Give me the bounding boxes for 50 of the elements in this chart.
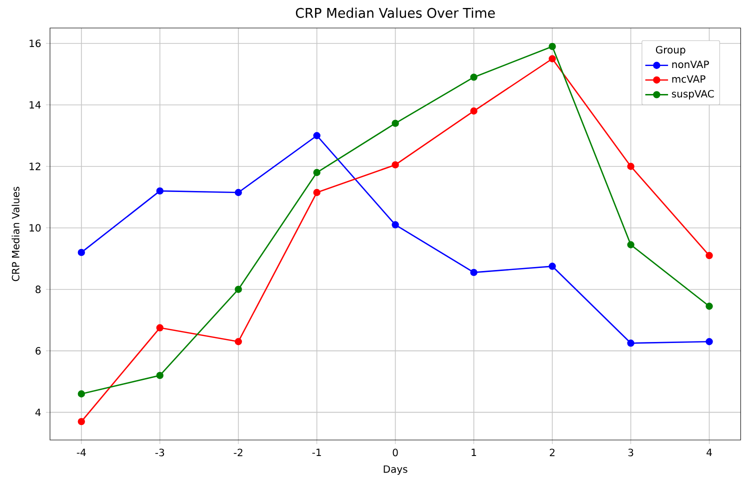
x-tick-label: -1 bbox=[312, 448, 321, 456]
x-tick-label: 3 bbox=[628, 448, 634, 456]
point bbox=[548, 42, 556, 50]
point bbox=[548, 262, 556, 270]
point bbox=[78, 418, 85, 426]
point bbox=[470, 268, 478, 276]
point bbox=[392, 120, 399, 127]
point bbox=[470, 74, 478, 81]
x-tick-label: -2 bbox=[234, 448, 242, 456]
y-tick-label: 4 bbox=[35, 408, 41, 416]
point bbox=[156, 372, 164, 380]
y-tick-label: 6 bbox=[36, 347, 41, 355]
point bbox=[313, 132, 320, 140]
point bbox=[706, 338, 713, 346]
x-axis-title: Days bbox=[384, 465, 408, 475]
point bbox=[78, 390, 85, 398]
x-tick-label: -4 bbox=[76, 448, 86, 456]
point bbox=[156, 187, 164, 195]
point bbox=[392, 161, 399, 168]
chart-title: CRP Median Values Over Time bbox=[296, 8, 495, 18]
legend-label: mcVAP bbox=[672, 75, 706, 83]
point bbox=[627, 241, 634, 248]
y-tick-label: 14 bbox=[30, 101, 41, 109]
point bbox=[156, 324, 164, 332]
legend-title: Group bbox=[656, 46, 686, 56]
point bbox=[313, 168, 320, 176]
x-tick-label: 4 bbox=[706, 448, 712, 456]
point bbox=[234, 188, 242, 196]
x-tick-label: 0 bbox=[392, 448, 398, 456]
y-tick-label: 12 bbox=[30, 162, 40, 170]
point bbox=[234, 286, 242, 293]
x-tick-label: 2 bbox=[550, 448, 554, 456]
point bbox=[706, 302, 713, 310]
y-tick-label: 8 bbox=[36, 286, 41, 294]
x-tick-label: -3 bbox=[155, 448, 164, 456]
point bbox=[627, 340, 634, 347]
point bbox=[234, 338, 242, 346]
legend-label: suspVAC bbox=[672, 90, 714, 100]
y-axis-title: CRP Median Values bbox=[12, 186, 20, 282]
legend-label: nonVAP bbox=[672, 60, 709, 68]
y-tick-label: 16 bbox=[30, 40, 41, 48]
y-tick-label: 10 bbox=[30, 224, 41, 232]
point bbox=[706, 252, 713, 260]
point bbox=[313, 188, 320, 196]
point bbox=[627, 162, 634, 170]
point bbox=[78, 248, 85, 256]
x-tick-label: 1 bbox=[472, 448, 476, 456]
point bbox=[548, 55, 556, 62]
point bbox=[470, 107, 478, 115]
point bbox=[392, 221, 399, 228]
